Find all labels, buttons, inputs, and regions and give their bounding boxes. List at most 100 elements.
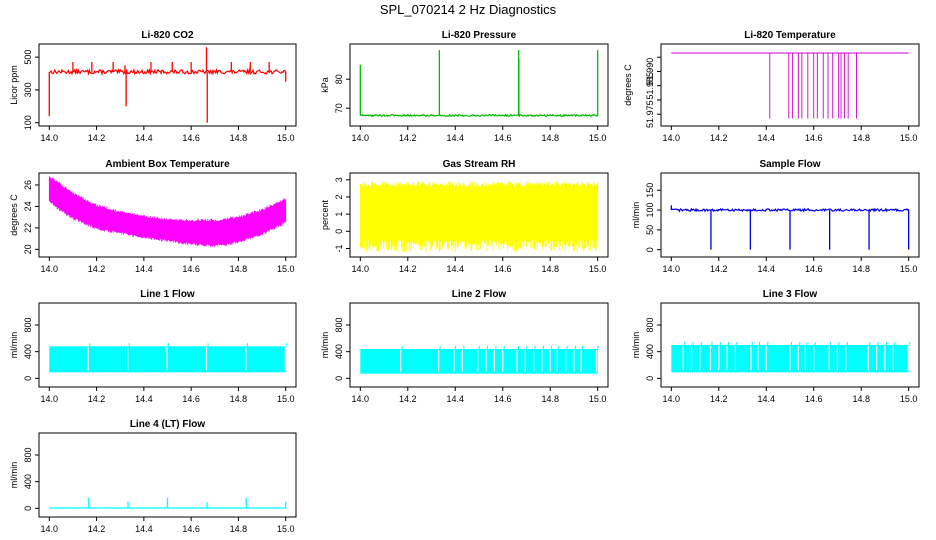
y-tick-label: 26	[23, 180, 33, 190]
y-tick-label: 0	[23, 506, 33, 511]
y-tick-label: 800	[334, 317, 344, 332]
x-tick-label: 14.8	[541, 394, 559, 404]
y-axis-label: degrees C	[623, 64, 633, 106]
x-tick-label: 15.0	[277, 524, 295, 534]
chart-title: Line 1 Flow	[140, 289, 195, 300]
chart-title: Li-820 Pressure	[442, 30, 517, 41]
x-tick-label: 14.6	[494, 133, 512, 143]
y-tick-label: 50	[645, 225, 655, 235]
y-axis-label: ml/min	[631, 332, 641, 359]
x-tick-label: 14.2	[710, 264, 728, 274]
x-tick-label: 14.8	[230, 524, 248, 534]
y-tick-label: 400	[23, 344, 33, 359]
chart-title: Gas Stream RH	[443, 159, 516, 170]
x-tick-label: 14.2	[399, 394, 417, 404]
x-tick-label: 14.8	[852, 133, 870, 143]
y-tick-label: 0	[334, 229, 344, 234]
x-tick-label: 14.6	[182, 394, 200, 404]
x-tick-label: 14.8	[541, 264, 559, 274]
chart-title: Line 3 Flow	[763, 289, 818, 300]
y-axis-label: Licor ppm	[9, 65, 19, 105]
y-axis-label: kPa	[320, 77, 330, 93]
x-tick-label: 14.4	[135, 264, 153, 274]
y-tick-label: 500	[23, 50, 33, 65]
chart-title: Line 4 (LT) Flow	[130, 419, 206, 430]
y-tick-label: 400	[23, 474, 33, 489]
y-tick-label: 2	[334, 194, 344, 199]
x-tick-label: 14.0	[352, 133, 370, 143]
x-tick-label: 15.0	[900, 394, 918, 404]
chart-title: Li-820 Temperature	[744, 30, 836, 41]
y-tick-label: -1	[334, 244, 344, 252]
y-tick-label: 3	[334, 177, 344, 182]
series-overshoot	[684, 342, 911, 345]
chart-line2: 14.0 14.2 14.4 14.6 14.8 15.0 0 400 800 Line 2 Fl…	[320, 289, 609, 404]
x-tick-label: 14.2	[399, 133, 417, 143]
x-tick-label: 14.8	[230, 133, 248, 143]
x-tick-label: 14.4	[446, 394, 464, 404]
y-tick-label: 800	[645, 317, 655, 332]
x-tick-label: 14.8	[230, 264, 248, 274]
plot-frame	[38, 43, 297, 127]
x-tick-label: 14.0	[352, 394, 370, 404]
y-tick-label: 800	[23, 317, 33, 332]
chart-line4: 14.0 14.2 14.4 14.6 14.8 15.0 0 400 800 Line 4 (L…	[9, 419, 297, 534]
x-tick-label: 14.0	[41, 394, 59, 404]
x-tick-label: 14.2	[710, 394, 728, 404]
x-tick-label: 14.2	[88, 264, 106, 274]
y-tick-label: 0	[645, 247, 655, 252]
plot-frame	[660, 43, 920, 127]
x-tick-label: 14.8	[230, 394, 248, 404]
y-tick-label: 400	[645, 344, 655, 359]
x-tick-label: 14.6	[805, 264, 823, 274]
x-tick-label: 14.2	[399, 264, 417, 274]
x-tick-label: 14.0	[663, 133, 681, 143]
chart-title: Li-820 CO2	[141, 30, 194, 41]
chart-title: Sample Flow	[759, 159, 820, 170]
x-tick-label: 14.4	[135, 394, 153, 404]
y-tick-label: 1	[334, 212, 344, 217]
x-tick-label: 14.6	[182, 264, 200, 274]
y-tick-label: 22	[23, 223, 33, 233]
chart-rh: 14.0 14.2 14.4 14.6 14.8 15.0 -1 0 1 2 3 Gas Stream…	[320, 159, 609, 274]
chart-line1: 14.0 14.2 14.4 14.6 14.8 15.0 0 400 800 Line 1 Fl…	[9, 289, 297, 404]
y-tick-label: 0	[334, 376, 344, 381]
x-tick-label: 14.6	[494, 394, 512, 404]
x-tick-label: 14.8	[852, 264, 870, 274]
x-tick-label: 14.0	[41, 524, 59, 534]
plot-frame	[38, 172, 297, 258]
y-axis-label: ml/min	[320, 332, 330, 359]
plot-frame	[38, 432, 297, 518]
x-tick-label: 15.0	[277, 133, 295, 143]
plot-frame	[349, 43, 609, 127]
x-tick-label: 15.0	[589, 264, 607, 274]
plot-frame	[660, 172, 920, 258]
y-tick-label: 80	[334, 74, 344, 84]
y-tick-label: 24	[23, 201, 33, 211]
chart-sample: 14.0 14.2 14.4 14.6 14.8 15.0 0 50 100 150 Sample …	[631, 159, 920, 274]
y-tick-label: 51.985	[645, 72, 655, 100]
x-tick-label: 14.2	[88, 394, 106, 404]
x-tick-label: 15.0	[277, 394, 295, 404]
chart-ambient: 14.0 14.2 14.4 14.6 14.8 15.0 20 22 24 26 Ambient …	[9, 159, 297, 274]
y-axis-label: ml/min	[631, 202, 641, 229]
plot-frame	[349, 302, 609, 388]
x-tick-label: 14.2	[710, 133, 728, 143]
x-tick-label: 15.0	[900, 264, 918, 274]
y-axis-label: ml/min	[9, 462, 19, 489]
y-tick-label: 51.975	[645, 100, 655, 128]
series-fill	[360, 348, 598, 374]
y-tick-label: 0	[645, 376, 655, 381]
x-tick-label: 14.4	[757, 264, 775, 274]
y-tick-label: 400	[334, 344, 344, 359]
chart-co2: 14.0 14.2 14.4 14.6 14.8 15.0 100 300 500 Li-820 …	[9, 30, 297, 143]
y-tick-label: 100	[23, 115, 33, 130]
x-tick-label: 14.6	[805, 133, 823, 143]
y-tick-label: 150	[645, 183, 655, 198]
series-line	[359, 113, 598, 118]
x-tick-label: 14.6	[494, 264, 512, 274]
series-spikes	[359, 181, 599, 252]
x-tick-label: 15.0	[589, 394, 607, 404]
